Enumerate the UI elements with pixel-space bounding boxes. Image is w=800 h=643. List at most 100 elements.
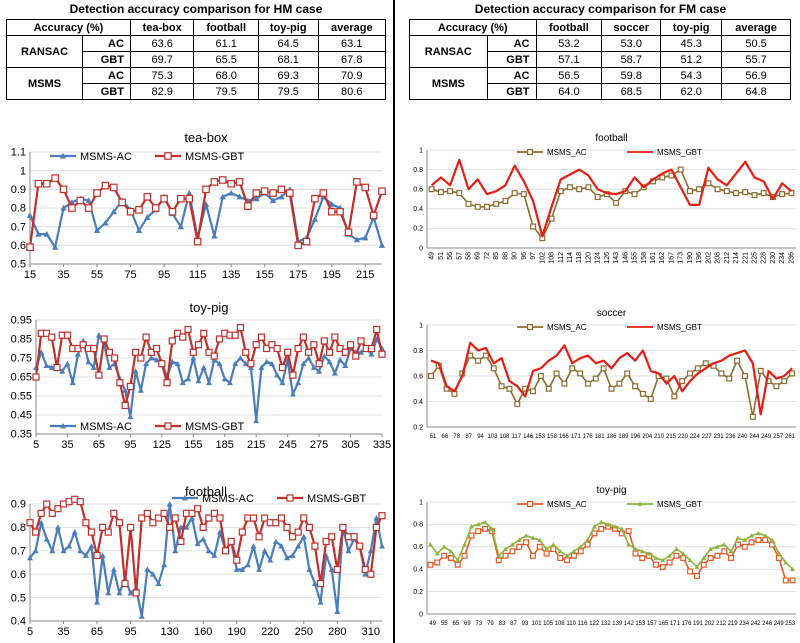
- data-point: [639, 554, 646, 561]
- data-point: [169, 358, 176, 365]
- x-tick-label: 173: [678, 252, 685, 264]
- data-point: [54, 524, 61, 530]
- legend-label: MSMS-GBT: [307, 493, 367, 505]
- data-point: [482, 519, 488, 525]
- data-point: [59, 368, 66, 374]
- data-point: [342, 362, 349, 368]
- data-point: [734, 357, 741, 364]
- table-cell: 75.3: [129, 67, 195, 84]
- data-point: [158, 360, 166, 368]
- legend-label: MSMS_GBT: [657, 323, 702, 332]
- data-point: [43, 362, 50, 368]
- y-tick-label: 0.4: [413, 399, 423, 406]
- data-point: [428, 186, 435, 193]
- data-point: [462, 542, 467, 547]
- x-tick-label: 73: [476, 621, 483, 627]
- data-point: [337, 356, 344, 363]
- data-point: [511, 190, 518, 197]
- legend-marker: [637, 501, 643, 506]
- x-tick-label: 83: [499, 621, 506, 627]
- data-point: [261, 547, 268, 554]
- data-point: [516, 543, 523, 550]
- data-point: [456, 190, 463, 197]
- x-tick-label: 196: [696, 252, 703, 264]
- table-cell: 65.5: [193, 51, 259, 68]
- table-cell: 70.9: [317, 67, 387, 84]
- data-point: [205, 547, 212, 554]
- method-label: MSMS: [409, 67, 488, 100]
- data-point: [576, 186, 583, 193]
- data-point: [95, 371, 103, 379]
- x-tick-label: 96: [521, 252, 528, 260]
- data-point: [295, 379, 302, 386]
- data-point: [482, 352, 489, 359]
- series-msms-ac: [33, 332, 385, 424]
- data-point: [352, 352, 360, 360]
- data-point: [427, 561, 434, 568]
- data-point: [263, 358, 270, 365]
- data-point: [51, 244, 59, 250]
- data-point: [238, 528, 246, 536]
- data-point: [660, 557, 666, 563]
- y-tick-label: 0.85: [11, 334, 32, 346]
- chart-title: football: [185, 484, 227, 499]
- y-tick-label: 0.4: [11, 616, 26, 628]
- data-point: [721, 542, 727, 547]
- data-point: [608, 385, 615, 392]
- x-tick-label: 220: [261, 626, 279, 638]
- data-point: [694, 564, 700, 569]
- data-point: [160, 509, 168, 517]
- x-tick-label: 97: [530, 252, 537, 260]
- x-tick-label: 93: [522, 621, 529, 627]
- data-point: [132, 348, 140, 356]
- y-tick-label: 1: [20, 165, 26, 177]
- data-point: [639, 390, 646, 397]
- variant-label: GBT: [82, 51, 131, 68]
- data-point: [34, 179, 43, 188]
- legend-label: MSMS_AC: [547, 148, 587, 157]
- data-point: [680, 551, 686, 556]
- data-point: [316, 579, 325, 588]
- data-point: [122, 387, 129, 393]
- data-point: [138, 613, 145, 619]
- table-cell: 68.0: [193, 67, 259, 84]
- table-cell: 64.0: [535, 83, 603, 100]
- data-point: [295, 543, 302, 549]
- data-point: [126, 523, 135, 532]
- y-tick-label: 0.7: [11, 221, 26, 233]
- x-tick-label: 261: [785, 434, 796, 440]
- data-point: [667, 553, 672, 558]
- data-point: [789, 370, 796, 377]
- legend-marker: [526, 501, 533, 508]
- data-point: [434, 559, 441, 566]
- data-point: [625, 528, 632, 535]
- x-tick-label: 143: [613, 252, 620, 264]
- x-tick-label: 158: [641, 252, 648, 264]
- x-tick-label: 212: [716, 621, 727, 627]
- x-tick-label: 189: [618, 434, 629, 440]
- data-point: [194, 341, 203, 349]
- y-tick-label: 0.35: [11, 429, 32, 441]
- data-point: [255, 533, 263, 541]
- x-tick-label: 171: [571, 434, 582, 440]
- data-point: [548, 215, 555, 222]
- data-point: [671, 393, 678, 400]
- y-tick-label: 0.8: [413, 348, 423, 355]
- table-row: MSMS AC 75.3 68.0 69.3 70.9: [5, 67, 387, 100]
- fm-panel-title: Detection accuracy comparison for FM cas…: [474, 2, 727, 16]
- data-point: [373, 515, 380, 521]
- data-point: [369, 211, 378, 220]
- data-point: [571, 548, 577, 554]
- legend-label: MSMS_GBT: [657, 500, 702, 509]
- data-point: [231, 331, 239, 339]
- y-tick-label: 1: [419, 499, 423, 506]
- data-point: [721, 548, 728, 555]
- table-cell: 67.8: [317, 51, 387, 68]
- data-point: [762, 533, 768, 538]
- data-point: [177, 223, 185, 230]
- data-point: [652, 561, 659, 568]
- data-point: [273, 344, 281, 353]
- data-point: [82, 519, 90, 527]
- method-label: MSMS: [5, 67, 84, 100]
- x-tick-label: 250: [295, 626, 313, 638]
